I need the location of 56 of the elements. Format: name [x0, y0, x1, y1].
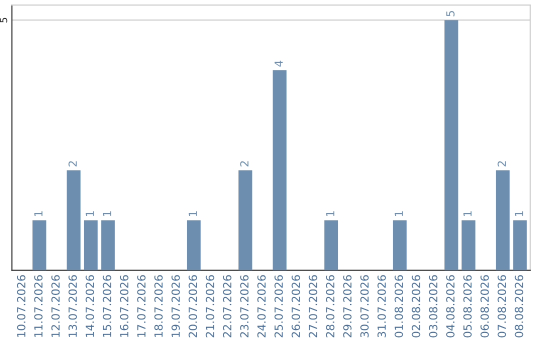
bar	[84, 220, 98, 270]
data-label: 4	[274, 60, 283, 67]
x-tick-label: 10.07.2026	[17, 275, 26, 337]
bar	[101, 220, 115, 270]
bar	[392, 220, 407, 270]
x-tick-label: 31.07.2026	[377, 275, 386, 338]
data-label: 2	[498, 161, 506, 166]
x-tick-label: 20.07.2026	[188, 275, 198, 338]
data-label: 1	[514, 211, 524, 216]
x-tick-label: 17.07.2026	[137, 275, 146, 337]
x-tick-label: 26.07.2026	[292, 275, 300, 338]
data-label: 2	[68, 161, 77, 166]
data-label: 5	[446, 11, 455, 16]
x-tick-label: 15.07.2026	[102, 275, 112, 337]
x-tick-label: 13.07.2026	[68, 275, 77, 337]
x-tick-label: 12.07.2026	[51, 275, 60, 337]
bar	[444, 20, 458, 270]
x-tick-label: 05.08.2026	[463, 275, 472, 338]
bar	[66, 170, 81, 270]
x-tick-label: 14.07.2026	[86, 275, 94, 337]
bar	[186, 220, 201, 270]
x-tick-label: 21.07.2026	[206, 275, 214, 338]
bar	[462, 220, 476, 270]
x-tick-label: 16.07.2026	[120, 275, 128, 337]
data-label: 1	[463, 211, 472, 216]
x-tick-label: 27.07.2026	[308, 275, 318, 338]
x-tick-label: 18.07.2026	[154, 275, 163, 337]
x-tick-label: 03.08.2026	[428, 275, 438, 338]
bar	[238, 170, 252, 270]
bar	[272, 70, 287, 270]
bar	[496, 170, 510, 270]
x-tick-label: 29.07.2026	[343, 275, 352, 338]
x-tick-label: 23.07.2026	[240, 275, 249, 338]
x-tick-label: 11.07.2026	[34, 275, 43, 337]
x-tick-label: 22.07.2026	[222, 275, 232, 338]
data-label: 2	[240, 161, 248, 166]
x-tick-label: 08.08.2026	[514, 275, 524, 338]
data-label: 1	[394, 211, 403, 216]
x-tick-label: 02.08.2026	[412, 275, 420, 338]
bar	[32, 220, 46, 270]
x-tick-label: 24.07.2026	[257, 275, 266, 338]
data-label: 1	[102, 211, 112, 216]
bar	[324, 220, 338, 270]
data-label: 1	[34, 211, 42, 216]
x-tick-label: 01.08.2026	[394, 275, 404, 338]
x-tick-label: 19.07.2026	[171, 275, 180, 337]
x-tick-label: 04.08.2026	[446, 275, 455, 338]
data-label: 1	[86, 211, 94, 216]
x-tick-label: 25.07.2026	[274, 275, 283, 338]
data-label: 1	[326, 211, 334, 216]
x-tick-label: 07.08.2026	[498, 275, 506, 338]
x-tick-label: 06.08.2026	[480, 275, 489, 338]
bar	[513, 220, 527, 270]
x-tick-label: 28.07.2026	[326, 275, 334, 338]
data-label: 1	[188, 211, 197, 216]
x-tick-label: 30.07.2026	[360, 275, 369, 338]
